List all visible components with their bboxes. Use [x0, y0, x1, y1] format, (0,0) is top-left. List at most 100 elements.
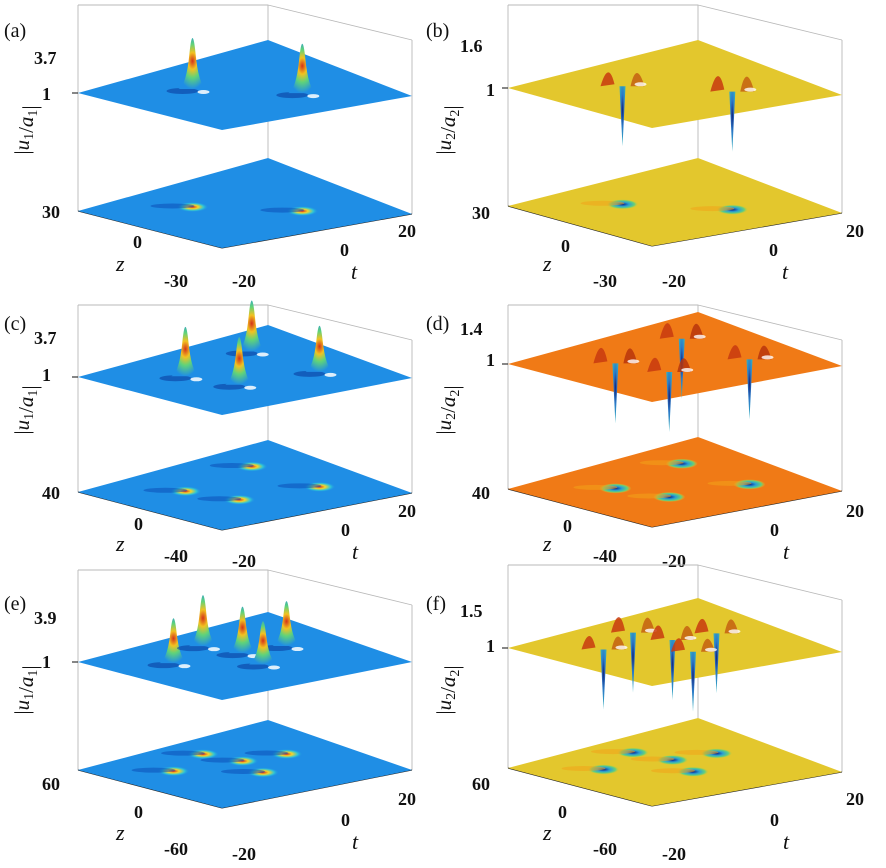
contour-shadow — [200, 757, 245, 763]
axes-box — [502, 564, 843, 807]
xtick-left: -20 — [662, 844, 686, 864]
xtick-mid: 0 — [341, 520, 350, 540]
contour-plane-fill — [508, 437, 842, 527]
dip — [729, 91, 736, 152]
peak-shadow — [276, 92, 309, 99]
contour-shadow — [131, 767, 176, 773]
xtick-left: -20 — [662, 271, 686, 291]
peak-highlight — [178, 664, 191, 669]
y-axis-label: z — [115, 820, 125, 845]
ridge-highlight — [744, 87, 757, 92]
peak-shadow — [213, 383, 246, 390]
xtick-mid: 0 — [340, 240, 349, 260]
ztick-top: 3.9 — [34, 608, 57, 628]
ytick-mid: 0 — [558, 802, 567, 822]
ridge-highlight — [728, 629, 741, 634]
ridge — [650, 625, 665, 640]
xtick-right: 20 — [398, 501, 416, 521]
peak-shadow — [147, 662, 180, 669]
peak-shadow — [166, 88, 199, 94]
ztick-level: 1 — [486, 80, 495, 100]
x-axis-label: t — [352, 539, 359, 564]
contour-plane-fill — [508, 158, 842, 246]
peak — [272, 601, 301, 647]
ridge — [581, 635, 596, 650]
ztick-top: 1.6 — [460, 36, 483, 56]
dip — [666, 372, 673, 432]
panel-label: (f) — [426, 593, 446, 615]
ridge — [727, 345, 742, 360]
z-axis-label: |u2/a2| — [432, 105, 464, 154]
xtick-right: 20 — [398, 789, 416, 809]
contour-shadow — [630, 756, 675, 762]
ytick-bottom: -30 — [593, 271, 617, 291]
contour-shadow — [690, 206, 735, 212]
ytick-top: 40 — [472, 483, 490, 503]
panel-label: (b) — [426, 20, 449, 42]
peak — [237, 300, 266, 352]
xtick-mid: 0 — [769, 240, 778, 260]
ztick-level: 1 — [42, 652, 51, 672]
xtick-right: 20 — [398, 221, 416, 241]
box-edge — [267, 304, 413, 341]
contour-shadow — [221, 769, 265, 774]
peak — [225, 337, 254, 385]
peak — [249, 621, 277, 665]
contour-plane-fill — [78, 158, 412, 248]
box-edge — [267, 569, 413, 606]
panel-c: (c) |u1/a1| 3.7 1 40 0 -40 z -20 0 20 t — [4, 300, 416, 571]
panel-label: (c) — [4, 313, 26, 335]
contour-plane — [508, 158, 842, 246]
ytick-mid: 0 — [134, 802, 143, 822]
z-axis-label: |u1/a1| — [10, 385, 42, 434]
peak — [159, 618, 188, 664]
peak-highlight — [190, 377, 203, 382]
xtick-mid: 0 — [770, 810, 779, 830]
ytick-bottom: -40 — [593, 546, 617, 566]
box-edge — [697, 4, 843, 41]
panel-label: (e) — [4, 593, 26, 615]
dip — [600, 649, 607, 710]
surface-features — [573, 323, 774, 502]
ridge — [671, 638, 685, 652]
surface-plane-fill — [508, 312, 842, 402]
contour-shadow — [674, 749, 719, 755]
y-axis-label: z — [542, 251, 552, 276]
y-axis-label: z — [542, 820, 552, 845]
contour-shadow — [150, 203, 195, 209]
ztick-top: 3.7 — [34, 48, 57, 68]
x-axis-label: t — [782, 259, 789, 284]
peak-highlight — [307, 94, 320, 99]
peak-highlight — [291, 647, 304, 652]
ridge-highlight — [615, 645, 628, 650]
surface-plane — [508, 40, 842, 128]
ridge — [647, 357, 662, 372]
ridge — [593, 347, 608, 364]
surface-plane — [508, 312, 842, 402]
x-axis-label: t — [783, 829, 790, 854]
ridge — [600, 72, 615, 87]
ytick-top: 30 — [42, 202, 60, 222]
contour-shadow — [707, 480, 752, 486]
peak — [288, 43, 317, 94]
ytick-bottom: -60 — [164, 839, 188, 859]
y-axis-label: z — [115, 531, 125, 556]
surface-features — [561, 617, 741, 777]
xtick-mid: 0 — [770, 520, 779, 540]
ridge-highlight — [705, 647, 717, 652]
ridge-highlight — [684, 636, 697, 640]
peak — [178, 38, 207, 89]
ytick-bottom: -30 — [164, 271, 188, 291]
xtick-right: 20 — [846, 789, 864, 809]
contour-plane — [78, 440, 412, 530]
ytick-mid: 0 — [134, 514, 143, 534]
ridge-highlight — [693, 334, 706, 339]
ytick-bottom: -60 — [593, 839, 617, 859]
dip — [619, 86, 626, 147]
z-axis-label: |u1/a1| — [10, 665, 42, 714]
contour-shadow — [627, 493, 672, 499]
surface-features — [131, 595, 304, 778]
y-axis-label: z — [115, 251, 125, 276]
ytick-mid: 0 — [133, 232, 142, 252]
